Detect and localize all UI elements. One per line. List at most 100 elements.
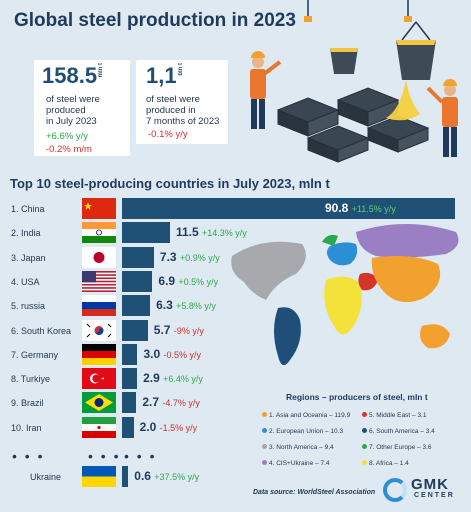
bar-value: 2.0	[139, 419, 160, 434]
bar	[122, 368, 138, 390]
legend-dot-icon	[262, 460, 267, 465]
page-title: Global steel production in 2023	[14, 10, 296, 31]
stat-text-line: produced in	[146, 105, 196, 116]
bar-change: -0.5% y/y	[163, 349, 201, 360]
ellipsis-dots: • • •	[12, 448, 45, 464]
stat-unit: mln t	[98, 63, 105, 78]
legend-label: 6. South America – 3.4	[369, 428, 435, 435]
russia-flag-icon	[82, 295, 116, 317]
legend-title: Regions – producers of steel, mln t	[286, 392, 428, 402]
country-label: 10. Iran	[11, 422, 42, 433]
bar-value: 0.6	[134, 469, 155, 483]
legend-item: 5. Middle East – 3.1	[362, 412, 426, 419]
bar-value: 6.9	[158, 273, 179, 288]
bar-value-label: 6.9 +0.5% y/y	[158, 274, 218, 288]
usa-flag-icon	[82, 270, 116, 292]
logo-subtext: CENTER	[414, 492, 455, 499]
bar-value-label: 3.0 -0.5% y/y	[143, 347, 201, 361]
bar-change: +5.8% y/y	[176, 301, 216, 312]
bar	[122, 392, 137, 414]
iran-flag-icon	[82, 416, 116, 438]
chart-title: Top 10 steel-producing countries in July…	[10, 176, 330, 191]
brazil-flag-icon	[82, 392, 116, 414]
steel-workers-illustration	[250, 0, 458, 163]
logo-text: GMK	[411, 476, 449, 493]
bar-value: 2.9	[143, 371, 164, 386]
country-label: 7. Germany	[11, 349, 59, 360]
legend-item: 2. European Union – 10.3	[262, 428, 343, 435]
bar-value-label: 2.7 -4.7% y/y	[142, 395, 200, 409]
stat-change: -0.2% m/m	[46, 144, 92, 155]
bar	[122, 466, 129, 487]
bar-value-label: 2.9 +6.4% y/y	[143, 371, 203, 385]
bar	[122, 222, 170, 244]
legend-item: 1. Asia and Oceania – 119.9	[262, 412, 350, 419]
legend-dot-icon	[262, 428, 267, 433]
country-label: 1. China	[11, 204, 45, 214]
ellipsis-dots: • • •	[124, 448, 157, 464]
legend-item: 4. CIS+Ukraine – 7.4	[262, 460, 330, 467]
bar	[122, 270, 153, 292]
stat-change: +6.6% y/y	[46, 131, 88, 142]
legend-label: 1. Asia and Oceania – 119.9	[269, 412, 351, 419]
bar-value: 5.7	[153, 322, 174, 337]
stat-value: 158.5	[42, 63, 98, 88]
stat-text-line: of steel were	[146, 94, 200, 105]
data-source: Data source: WorldSteel Association	[253, 489, 376, 496]
bar-change: +14.3% y/y	[202, 228, 247, 239]
country-label: 4. USA	[11, 276, 40, 287]
country-label: 9. Brazil	[11, 398, 44, 409]
bar	[122, 343, 138, 365]
stat-card-july: 158.5mln t of steel were produced in Jul…	[34, 60, 130, 156]
bar	[122, 416, 134, 438]
country-label: 5. russia	[11, 301, 46, 312]
india-flag-icon	[82, 222, 116, 244]
country-label: 8. Turkiye	[11, 374, 51, 385]
country-label: 6. South Korea	[11, 325, 72, 336]
bar-value-label: 7.3 +0.9% y/y	[160, 250, 220, 264]
stat-unit: bln t	[177, 63, 184, 76]
legend-label: 4. CIS+Ukraine – 7.4	[269, 460, 330, 467]
gmk-center-logo: GMK CENTER	[383, 476, 463, 504]
country-label: 2. India	[11, 228, 41, 239]
bar-value-label: 11.5 +14.3% y/y	[176, 225, 247, 239]
legend-item: 6. South America – 3.4	[362, 428, 435, 435]
country-label: Ukraine	[30, 472, 62, 482]
stat-text-line: of steel were	[46, 94, 100, 105]
bar-value: 2.7	[142, 395, 163, 410]
bar-change: +0.5% y/y	[178, 276, 219, 287]
world-map	[231, 224, 459, 366]
regions-legend: Regions – producers of steel, mln t 1. A…	[258, 392, 463, 482]
bar	[122, 198, 455, 219]
bar-change: +0.9% y/y	[179, 252, 220, 263]
bar-value: 90.8	[325, 201, 352, 215]
legend-dot-icon	[362, 460, 367, 465]
bar-value: 7.3	[159, 249, 180, 264]
legend-dot-icon	[362, 428, 367, 433]
legend-dot-icon	[262, 444, 267, 449]
bar-value-label: 5.7 -9% y/y	[154, 323, 204, 337]
japan-flag-icon	[82, 246, 116, 268]
legend-label: 3. North America – 9,4	[269, 444, 334, 451]
ellipsis-dots: • • •	[88, 448, 121, 464]
ukraine-flag-icon	[82, 466, 116, 487]
bar	[122, 295, 151, 317]
legend-label: 5. Middle East – 3.1	[369, 412, 427, 419]
country-label: 3. Japan	[11, 252, 46, 263]
china-flag-icon	[82, 198, 116, 219]
bar-value: 3.0	[143, 346, 164, 361]
bar-change: +6.4% y/y	[163, 374, 203, 385]
legend-label: 7. Other Europe – 3.6	[369, 444, 432, 451]
legend-item: 7. Other Europe – 3.6	[362, 444, 432, 451]
legend-item: 3. North America – 9,4	[262, 444, 334, 451]
turkiye-flag-icon	[82, 368, 116, 390]
stat-change: -0.1% y/y	[148, 129, 188, 140]
legend-label: 8. Africa – 1.4	[369, 460, 409, 467]
stat-value: 1,1	[146, 63, 177, 88]
stat-card-7-months: 1,1bln t of steel were produced in 7 mon…	[136, 60, 228, 144]
bar-change: -9% y/y	[173, 325, 204, 336]
legend-dot-icon	[362, 412, 367, 417]
bar-value: 6.3	[156, 298, 177, 313]
bar-change: +11.5% y/y	[351, 204, 396, 214]
